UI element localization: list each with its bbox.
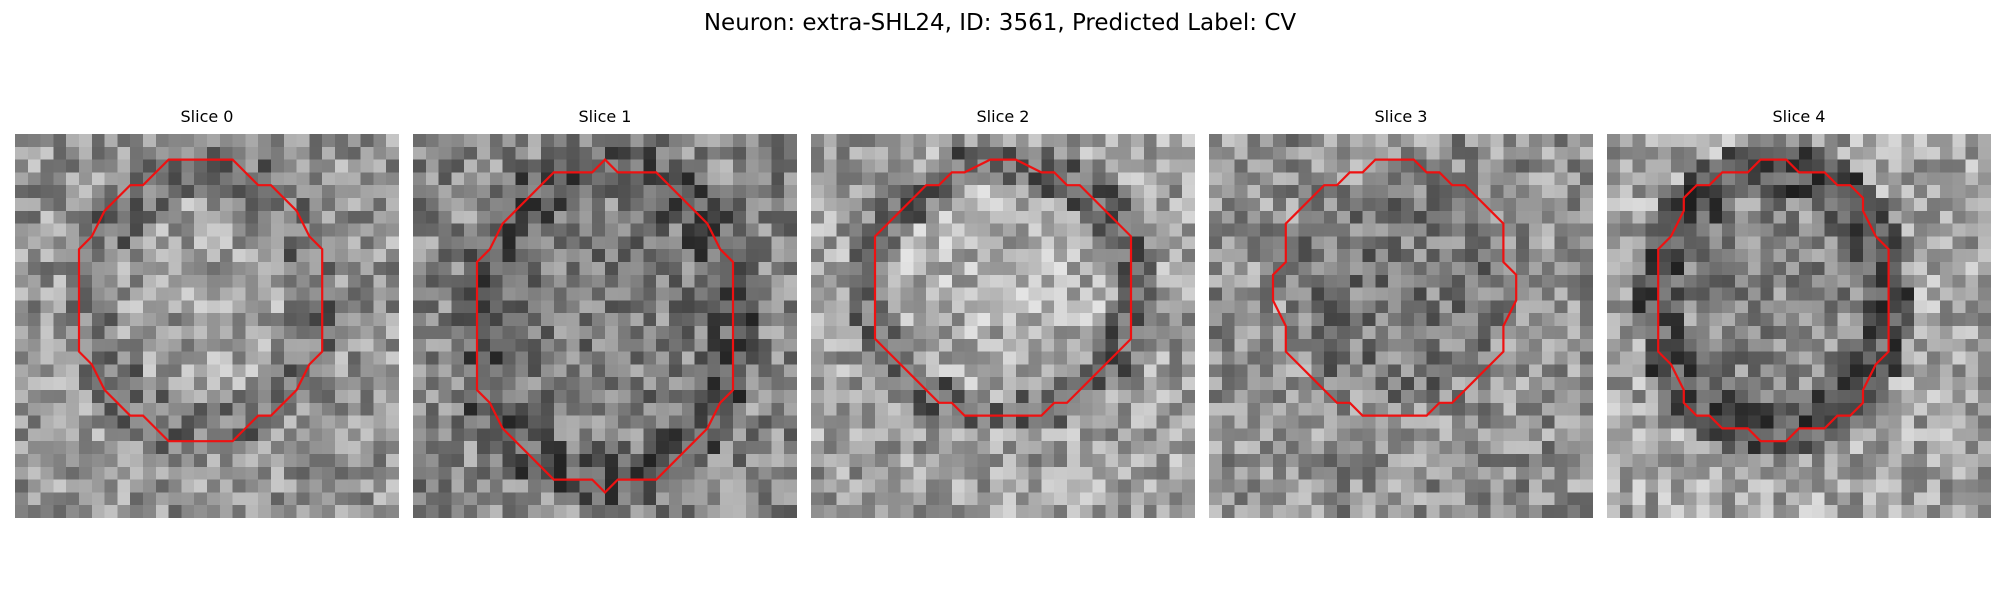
figure-title: Neuron: extra-SHL24, ID: 3561, Predicted…	[703, 10, 1297, 36]
roi-polygon-2	[873, 158, 1133, 417]
slice-title-0: Slice 0	[180, 107, 234, 126]
roi-outline-4	[1657, 158, 1890, 443]
roi-polygon-0	[77, 158, 324, 443]
roi-outline-3	[1271, 158, 1518, 417]
slice-title-3: Slice 3	[1374, 107, 1428, 126]
slice-image-4	[1607, 134, 1991, 518]
roi-polygon-3	[1271, 158, 1518, 417]
slice-panel-2: Slice 2	[811, 106, 1195, 518]
roi-outline-1	[475, 158, 735, 494]
roi-polygon-1	[475, 158, 735, 494]
slice-image-3	[1209, 134, 1593, 518]
slice-panel-4: Slice 4	[1607, 106, 1991, 518]
roi-outline-0	[77, 158, 324, 443]
slice-panel-1: Slice 1	[413, 106, 797, 518]
slice-title-1: Slice 1	[578, 107, 632, 126]
slice-title-4: Slice 4	[1772, 107, 1826, 126]
slice-panel-0: Slice 0	[15, 106, 399, 518]
slice-panel-3: Slice 3	[1209, 106, 1593, 518]
slice-title-2: Slice 2	[976, 107, 1030, 126]
roi-polygon-4	[1657, 158, 1890, 443]
roi-outline-2	[873, 158, 1133, 417]
